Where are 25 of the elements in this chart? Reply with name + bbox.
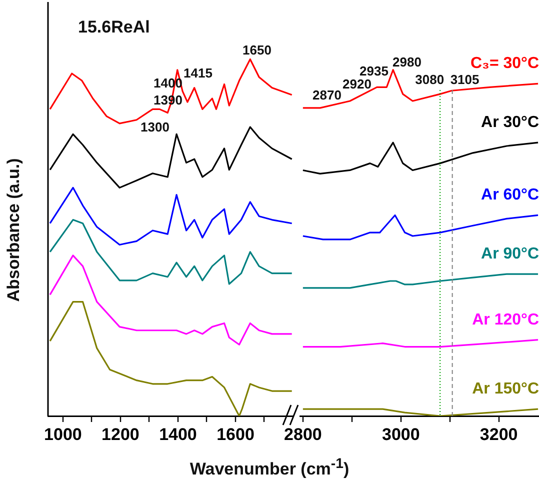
annotation: 1415 xyxy=(184,66,212,80)
ref-line-label: 3105 xyxy=(450,72,480,88)
series-label: Ar 120°C xyxy=(472,311,539,328)
series-label: Ar 90°C xyxy=(481,245,539,262)
x-tick-label: 1400 xyxy=(159,424,197,444)
x-tick-label: 1000 xyxy=(44,424,82,444)
series-label: Ar 60°C xyxy=(481,186,539,204)
y-axis-title: Absorbance (a.u.) xyxy=(4,158,24,302)
annotation: 2935 xyxy=(360,64,388,78)
text: 1650 xyxy=(242,42,272,58)
series-label: Ar 30°C xyxy=(481,114,539,131)
series-label: C₃= 30°C xyxy=(470,55,539,72)
x-tick-label: 1200 xyxy=(102,424,140,444)
x-tick-label: 3200 xyxy=(480,424,518,444)
annotation: 1300 xyxy=(140,120,170,134)
annotation: 2870 xyxy=(312,88,342,102)
x-axis-title: Wavenumber (cm$^{-1}$) xyxy=(188,456,350,480)
x-tick-label: 1600 xyxy=(216,424,254,444)
x-tick-label: 3000 xyxy=(382,424,420,444)
ref-line-label: 3080 xyxy=(415,72,444,88)
series-label: Ar 150°C xyxy=(472,380,539,398)
annotation: 2920 xyxy=(342,76,372,92)
text: 2980 xyxy=(392,54,422,70)
text: 15.6ReAl xyxy=(78,18,150,36)
x-tick-label: 2800 xyxy=(284,424,322,444)
